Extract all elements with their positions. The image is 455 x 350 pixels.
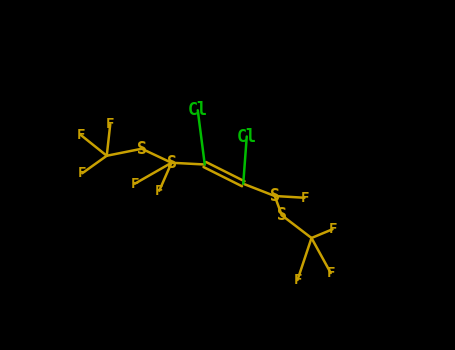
Text: F: F (78, 166, 86, 180)
Text: F: F (106, 117, 115, 131)
Text: S: S (167, 154, 177, 172)
Text: F: F (329, 222, 337, 236)
Text: S: S (270, 187, 280, 205)
Text: F: F (131, 177, 139, 191)
Text: Cl: Cl (237, 127, 257, 146)
Text: S: S (137, 140, 147, 158)
Text: F: F (327, 266, 335, 280)
Text: F: F (155, 184, 163, 198)
Text: F: F (300, 191, 308, 205)
Text: S: S (277, 206, 287, 224)
Text: F: F (293, 273, 302, 287)
Text: F: F (76, 128, 85, 142)
Text: Cl: Cl (188, 101, 208, 119)
